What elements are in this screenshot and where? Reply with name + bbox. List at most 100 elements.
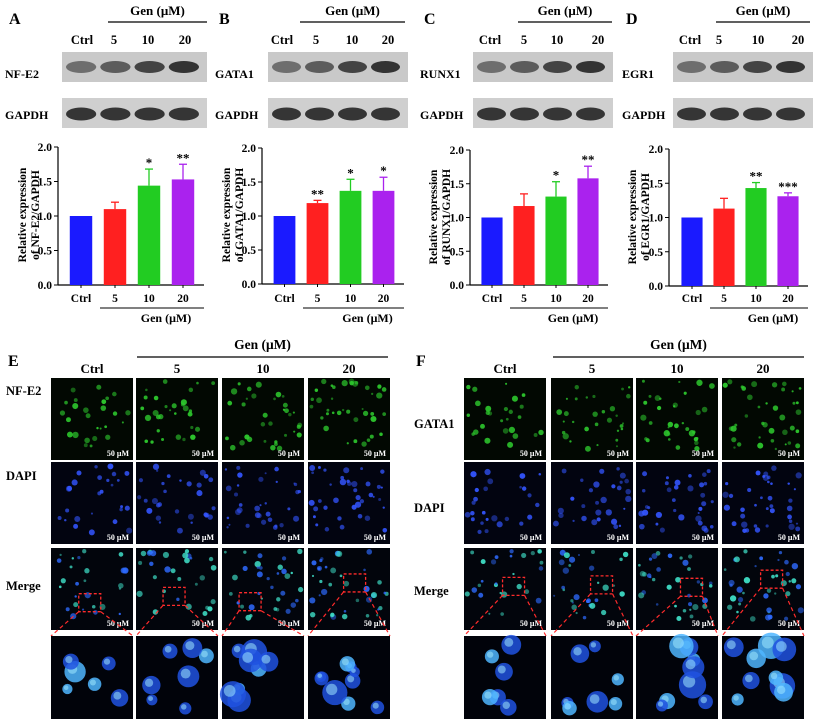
blot-band [543,107,572,121]
cell [600,496,607,504]
cell [336,550,343,558]
cell [703,527,709,533]
cell [176,597,180,602]
cell [184,549,190,554]
cell [594,422,599,427]
x-tick-label: 20 [782,293,794,305]
cell [230,388,238,395]
cell [708,383,715,389]
cell [207,606,213,612]
cell [284,408,289,414]
cell [562,588,566,592]
cell [171,403,177,409]
zoom-cell-highlight [761,636,774,649]
blot-band [134,107,165,121]
blot-band [338,107,367,121]
cell [625,495,632,503]
cell [512,572,515,576]
cell [464,511,471,518]
cell [797,607,804,614]
cell [687,554,693,559]
cell [319,579,323,584]
cell [655,603,659,606]
cell [354,501,362,508]
cell [144,414,152,422]
cell [729,583,733,587]
cell [655,511,662,519]
cell [317,465,321,469]
lane-label: 10 [752,33,765,47]
zoom-cell-highlight [113,691,122,700]
cell [162,379,168,384]
cell [708,584,713,588]
cell [365,481,371,487]
cell [273,397,276,401]
cell [733,446,736,449]
blot-band [510,107,539,121]
cell [637,563,641,567]
panel-letter: F [416,353,426,370]
zoom-cell-highlight [201,650,208,658]
y-axis-label: Relative expressionof NF-E2/GAPDH [17,167,42,262]
y-axis-label-line: of GATA1/GAPDH [234,168,246,262]
cell [553,594,556,597]
cell [84,568,90,574]
zoom-cell-highlight [610,699,617,706]
cell [589,602,596,609]
cell [574,385,579,390]
cell [504,516,510,522]
x-tick-label: 5 [521,293,527,305]
cell [69,565,73,569]
y-tick-label: 0.0 [38,280,53,292]
cell [124,470,130,476]
cell [371,392,374,395]
immunofluorescence-panels: E Gen (μM) Ctrl 5 10 20 NF-E2 50 μM 50 μM 50 μM 50… [6,337,805,719]
cell [107,463,114,470]
cell [674,604,677,608]
gen-label: Gen (μM) [736,3,791,18]
cell [175,434,182,440]
cell [757,405,761,409]
cell [223,550,227,554]
lane-label: Ctrl [679,33,702,47]
cell [648,394,652,398]
bar [577,178,599,285]
cell [697,511,700,515]
zoom-connector [701,596,719,637]
cell [369,434,374,439]
cell [146,550,153,556]
blot-band [743,61,772,73]
cell [336,410,342,416]
row-label: NF-E2 [6,384,41,398]
blot-band [66,107,97,121]
y-tick-label: 2.0 [242,143,257,155]
scale-label: 50 μM [607,533,630,542]
cell [354,380,359,385]
cell [795,472,802,479]
cell [568,564,572,567]
cell [747,394,753,401]
scale-label: 50 μM [692,619,715,628]
scale-label: 50 μM [364,533,387,542]
cell [619,472,626,479]
cell [146,507,153,514]
y-tick-label: 2.0 [649,144,664,156]
cell [170,568,176,574]
cell [353,417,359,423]
cell [166,474,171,479]
cell [179,479,182,482]
blot-band [338,61,367,73]
cell [65,417,71,423]
row-label: DAPI [414,501,445,515]
cell [692,604,699,611]
cell [203,473,209,479]
if-panel-e: E Gen (μM) Ctrl 5 10 20 NF-E2 50 μM 50 μM 50 μM 50… [6,337,391,719]
cell [372,495,375,498]
cell [323,468,327,472]
cell [758,436,761,439]
cell [787,514,792,520]
cell [736,610,739,614]
cell [323,425,329,432]
cell [488,612,491,615]
cell [208,556,214,562]
